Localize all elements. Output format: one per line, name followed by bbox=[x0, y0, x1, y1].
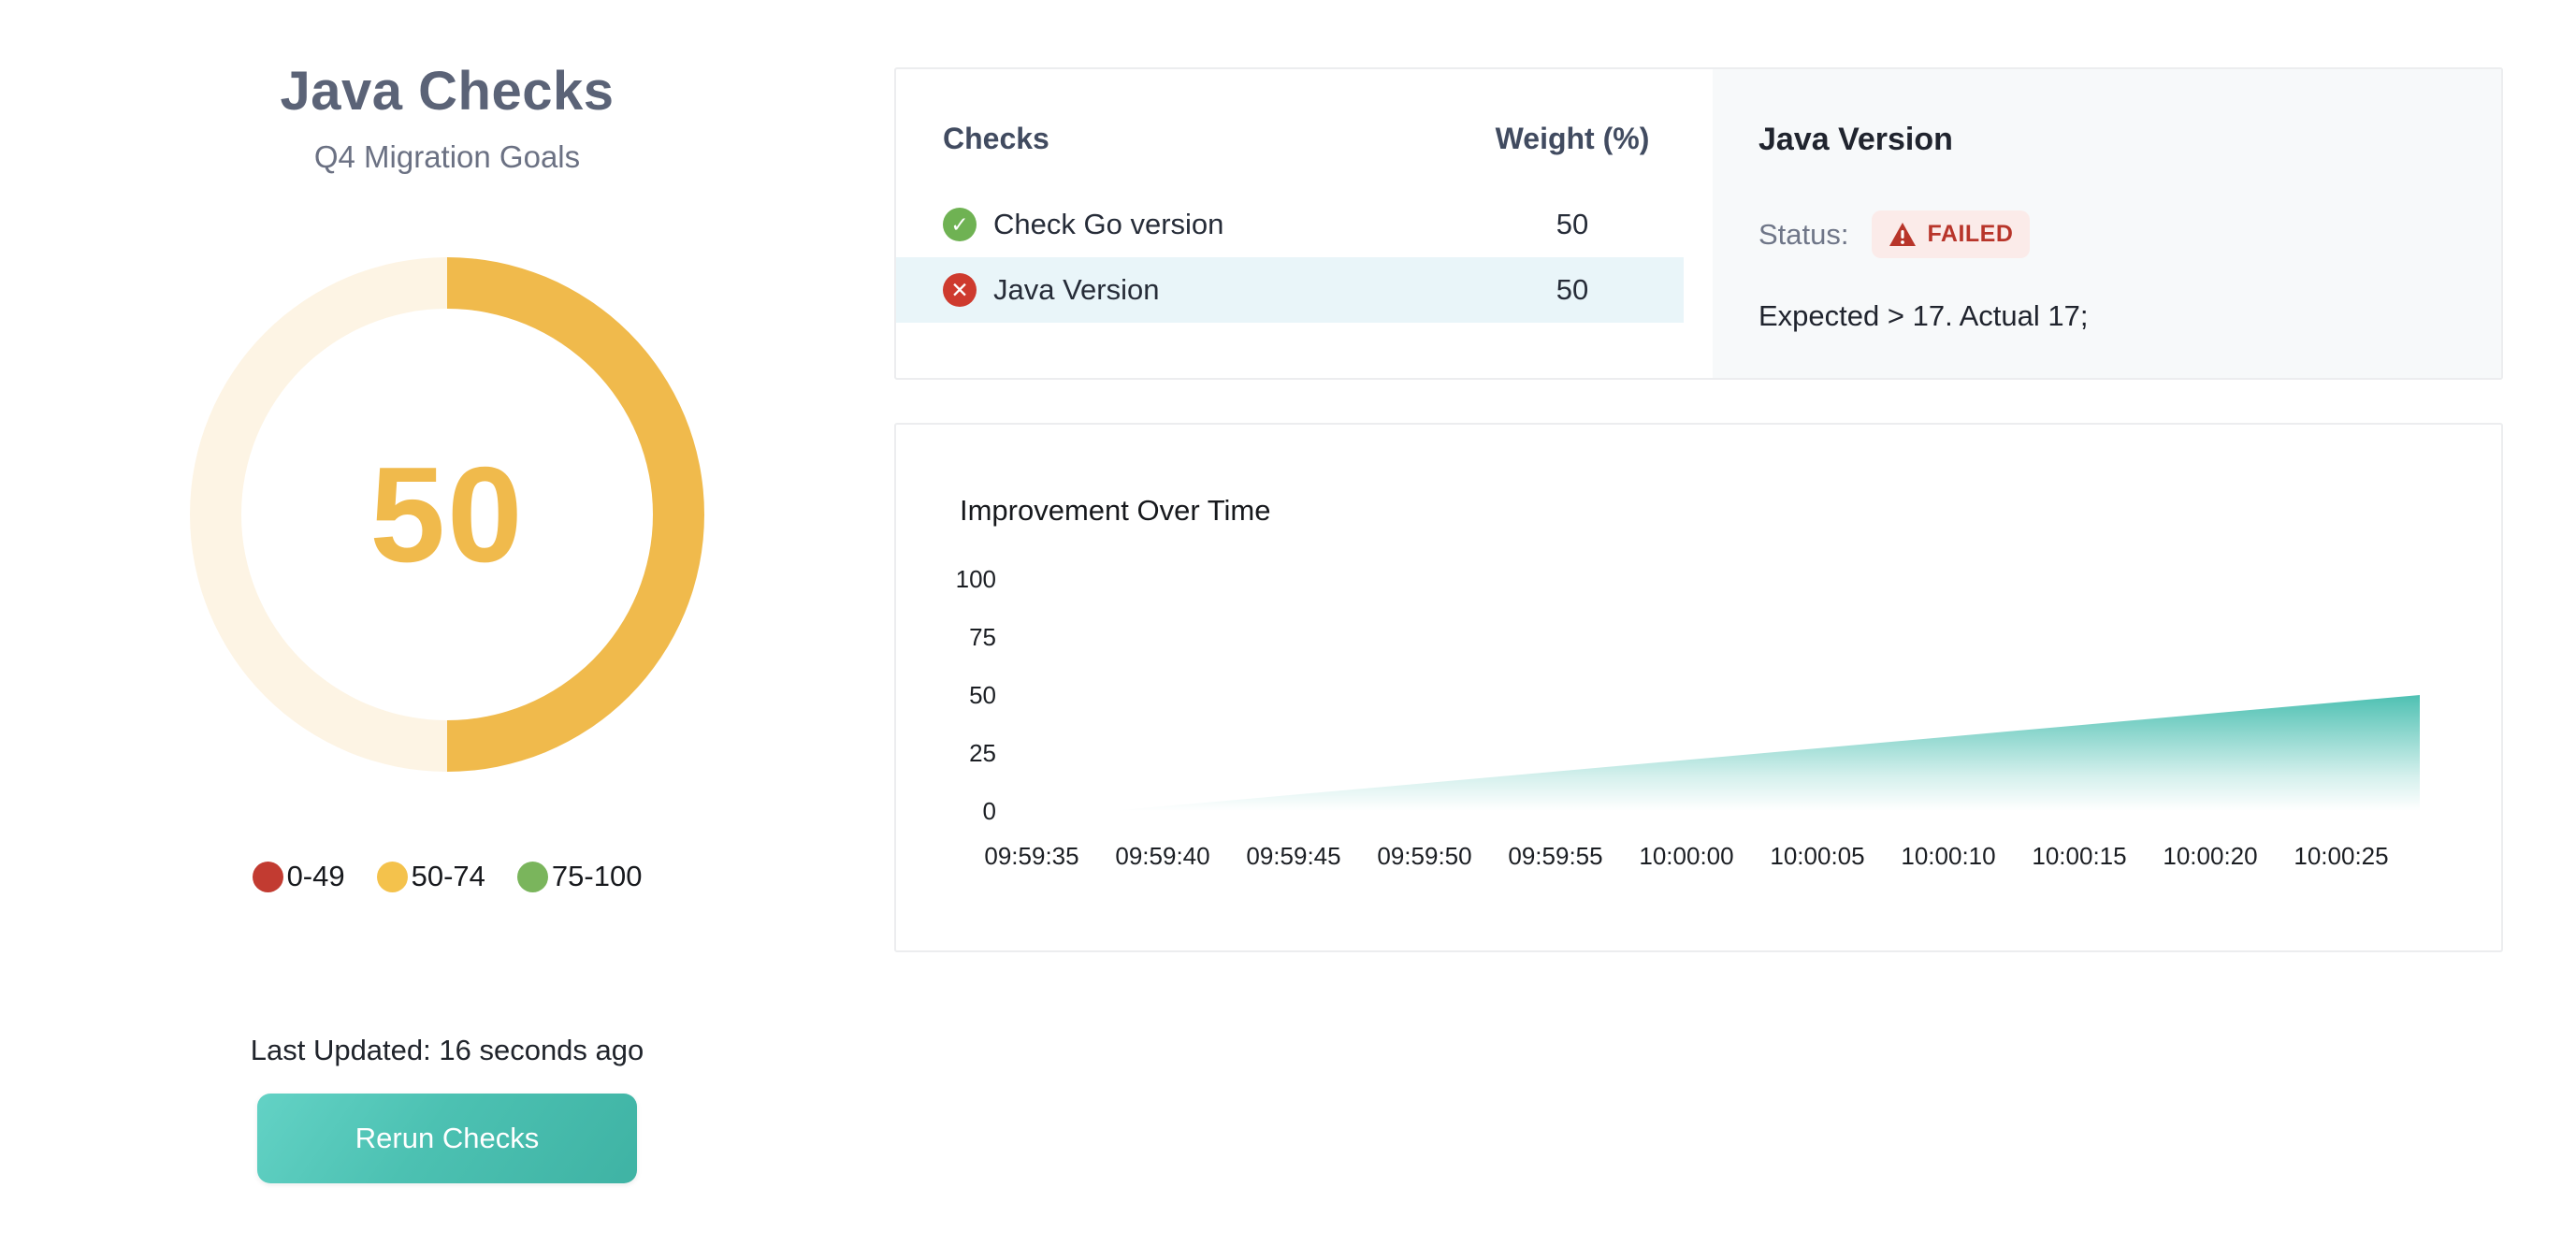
check-failed-icon: ✕ bbox=[943, 273, 977, 307]
status-badge-label: FAILED bbox=[1927, 221, 2014, 247]
last-updated-text: Last Updated: 16 seconds ago bbox=[250, 1034, 644, 1066]
x-axis-tick: 09:59:50 bbox=[1377, 842, 1471, 870]
page-subtitle: Q4 Migration Goals bbox=[313, 139, 581, 174]
legend-label: 75-100 bbox=[551, 860, 643, 892]
table-row-check-go-version[interactable]: ✓ Check Go version 50 bbox=[896, 192, 1684, 257]
x-axis-tick: 10:00:20 bbox=[2163, 842, 2257, 870]
check-weight: 50 bbox=[1556, 208, 1589, 240]
checks-table-header: Checks Weight (%) bbox=[896, 69, 1713, 156]
status-label: Status: bbox=[1758, 217, 1849, 251]
x-axis-tick: 10:00:15 bbox=[2032, 842, 2126, 870]
x-axis-tick: 10:00:00 bbox=[1639, 842, 1733, 870]
y-axis-tick: 0 bbox=[983, 797, 996, 825]
check-name: Check Go version bbox=[993, 208, 1224, 240]
status-row: Status: FAILED bbox=[1758, 210, 2464, 258]
legend-item-high: 75-100 bbox=[516, 860, 643, 893]
gauge-legend: 0-49 50-74 75-100 bbox=[252, 860, 643, 893]
legend-label: 50-74 bbox=[411, 860, 485, 892]
gauge-donut-hole: 50 bbox=[241, 309, 653, 720]
improvement-chart: 100 75 50 25 0 09:59:35 09:59:40 09:59:4… bbox=[956, 565, 2420, 870]
detail-message: Expected > 17. Actual 17; bbox=[1758, 299, 2089, 332]
legend-item-mid: 50-74 bbox=[376, 860, 485, 893]
legend-dot-green-icon bbox=[516, 861, 548, 892]
y-axis-tick: 100 bbox=[956, 565, 996, 593]
improvement-card: 100 75 50 25 0 09:59:35 09:59:40 09:59:4… bbox=[894, 423, 2503, 952]
score-panel: Java Checks Q4 Migration Goals 50 0-49 5… bbox=[0, 0, 894, 1183]
x-axis-tick: 10:00:10 bbox=[1901, 842, 1995, 870]
legend-dot-amber-icon bbox=[376, 861, 408, 892]
legend-label: 0-49 bbox=[286, 860, 345, 892]
column-header-weight: Weight (%) bbox=[1495, 122, 1650, 155]
checks-table-body: ✓ Check Go version 50 ✕ Java Version 50 bbox=[896, 192, 1713, 323]
detail-title: Java Version bbox=[1758, 122, 1953, 157]
check-detail-panel: Java Version Status: FAILED Expected > 1… bbox=[1713, 69, 2501, 378]
x-axis-tick: 09:59:35 bbox=[984, 842, 1078, 870]
page-title: Java Checks bbox=[280, 61, 615, 122]
check-passed-icon: ✓ bbox=[943, 208, 977, 241]
gauge-donut: 50 bbox=[190, 257, 704, 772]
x-axis-tick: 09:59:40 bbox=[1115, 842, 1209, 870]
warning-triangle-icon bbox=[1889, 223, 1916, 246]
x-axis-tick: 09:59:45 bbox=[1246, 842, 1340, 870]
x-axis-tick: 10:00:25 bbox=[2294, 842, 2388, 870]
status-badge: FAILED bbox=[1871, 210, 2031, 258]
y-axis-tick: 25 bbox=[969, 739, 996, 767]
check-weight: 50 bbox=[1556, 273, 1589, 306]
y-axis-tick: 75 bbox=[969, 623, 996, 651]
rerun-checks-button[interactable]: Rerun Checks bbox=[257, 1094, 637, 1183]
chart-title: Improvement Over Time bbox=[960, 494, 1271, 527]
gauge-value: 50 bbox=[369, 438, 525, 590]
legend-item-low: 0-49 bbox=[252, 860, 345, 893]
column-header-checks: Checks bbox=[943, 122, 1049, 155]
checks-card: Checks Weight (%) ✓ Check Go version 50 … bbox=[894, 67, 2503, 380]
legend-dot-red-icon bbox=[252, 861, 283, 892]
checks-table: Checks Weight (%) ✓ Check Go version 50 … bbox=[896, 69, 1713, 378]
improvement-area bbox=[1110, 695, 2420, 811]
x-axis-tick: 09:59:55 bbox=[1508, 842, 1602, 870]
table-row-java-version[interactable]: ✕ Java Version 50 bbox=[896, 257, 1684, 323]
x-axis-tick: 10:00:05 bbox=[1770, 842, 1864, 870]
check-name: Java Version bbox=[993, 273, 1160, 306]
y-axis-tick: 50 bbox=[969, 681, 996, 709]
